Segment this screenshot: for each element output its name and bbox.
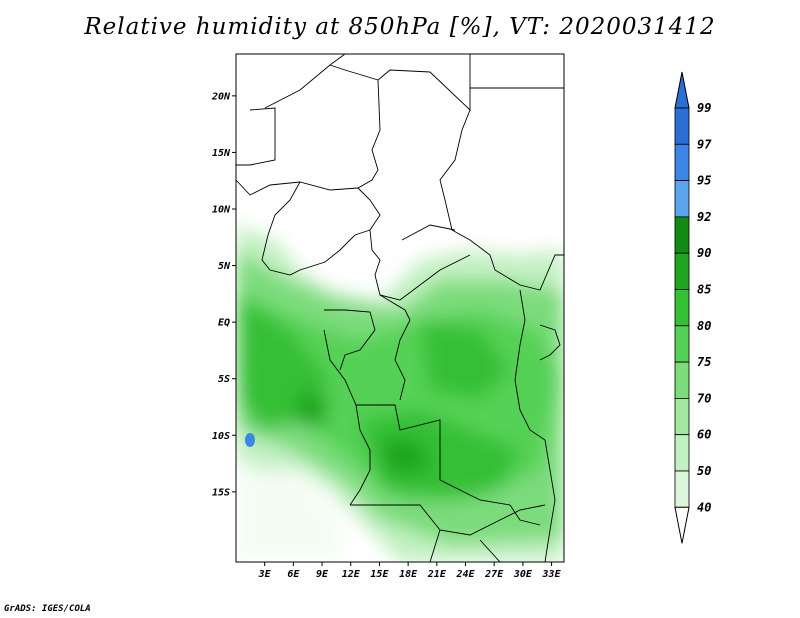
colorbar-swatch <box>674 216 690 254</box>
lat-tick-label: EQ <box>218 318 230 329</box>
colorbar-swatch <box>674 143 690 182</box>
colorbar-swatch <box>674 289 690 327</box>
lon-tick-label: 9E <box>316 569 329 580</box>
lon-tick-label: 12E <box>342 569 361 580</box>
latitude-axis: 20N 15N 10N 5N EQ 5S 10S 15S <box>211 91 236 498</box>
lon-tick-label: 30E <box>513 569 533 580</box>
colorbar-swatch <box>674 470 690 508</box>
colorbar-swatch <box>674 397 690 436</box>
colorbar-label: 90 <box>697 246 711 260</box>
longitude-axis: 3E 6E 9E 12E 15E 18E 21E 24E 27E 30E 33E <box>258 562 562 580</box>
lon-tick-label: 27E <box>484 569 504 580</box>
colorbar-label: 40 <box>697 500 711 514</box>
lon-tick-label: 15E <box>370 569 389 580</box>
colorbar-label: 80 <box>697 319 711 333</box>
colorbar-swatch <box>674 252 690 290</box>
colorbar-label: 85 <box>697 283 711 297</box>
colorbar: 99 97 95 92 90 85 80 75 70 60 50 40 <box>674 71 712 544</box>
lat-tick-label: 10N <box>212 205 231 216</box>
chart-title: Relative humidity at 850hPa [%], VT: 202… <box>84 14 716 40</box>
colorbar-label: 60 <box>697 428 711 442</box>
colorbar-swatch <box>674 361 690 399</box>
lon-tick-label: 3E <box>258 569 272 580</box>
colorbar-label: 97 <box>697 137 712 151</box>
colorbar-label: 95 <box>697 174 711 188</box>
lat-tick-label: 10S <box>212 431 230 442</box>
colorbar-label: 92 <box>697 210 711 224</box>
colorbar-label: 70 <box>697 391 711 405</box>
colorbar-label: 50 <box>697 464 711 478</box>
lat-tick-label: 20N <box>211 91 231 102</box>
lat-tick-label: 5N <box>218 261 231 272</box>
lon-tick-label: 18E <box>399 569 418 580</box>
lon-tick-label: 21E <box>427 569 447 580</box>
lat-tick-label: 5S <box>218 374 230 385</box>
colorbar-bottom-arrow <box>674 506 690 544</box>
lon-tick-label: 6E <box>287 569 300 580</box>
lon-tick-label: 24E <box>455 569 475 580</box>
colorbar-swatch <box>674 107 690 145</box>
lat-tick-label: 15N <box>212 148 231 159</box>
grads-credit: GrADS: IGES/COLA <box>4 604 91 614</box>
humidity-field <box>236 54 564 562</box>
colorbar-swatch <box>674 180 690 218</box>
colorbar-swatch <box>674 434 690 472</box>
colorbar-label: 75 <box>697 355 711 369</box>
lon-tick-label: 33E <box>542 569 562 580</box>
colorbar-top-arrow <box>674 71 690 109</box>
colorbar-label: 99 <box>697 101 711 115</box>
colorbar-swatch <box>674 325 690 363</box>
country-borders <box>236 54 564 562</box>
lat-tick-label: 15S <box>212 487 230 498</box>
